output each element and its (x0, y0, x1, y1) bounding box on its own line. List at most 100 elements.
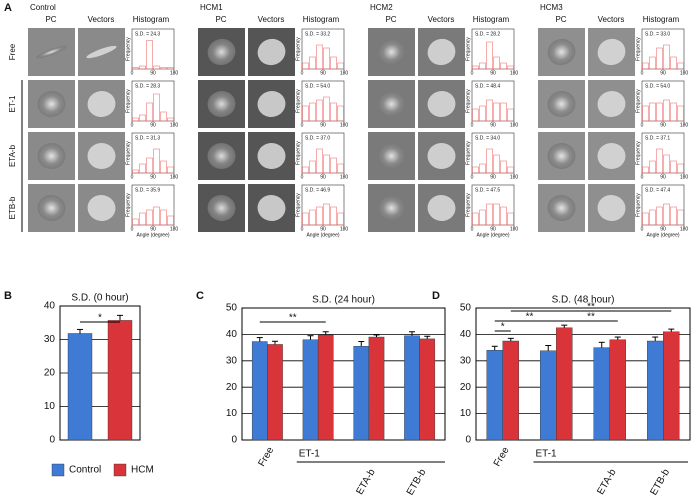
cell-shape (37, 90, 66, 118)
column-header: PC (555, 15, 566, 24)
cell-shape (427, 143, 456, 169)
hist-tick-label: 90 (150, 122, 156, 128)
cell-shape (207, 38, 236, 66)
histogram-bar (500, 62, 507, 70)
hist-tick-label: 180 (680, 70, 689, 76)
hist-tick-label: 0 (641, 70, 644, 76)
histogram-bar (146, 40, 153, 70)
histogram-bar (479, 62, 486, 70)
histogram-bar (153, 148, 160, 174)
histogram-frame (471, 132, 515, 174)
sd-label: S.D. = 28.2 (475, 31, 500, 37)
bar (556, 327, 573, 441)
histogram-bar (330, 157, 337, 174)
cell-shape (87, 194, 116, 222)
group-label: ET-1 (299, 449, 321, 460)
hist-tick-label: 90 (320, 174, 326, 180)
histogram-frame (131, 28, 175, 70)
histogram-bar (642, 105, 649, 122)
sd-label: S.D. = 33.2 (305, 31, 330, 37)
histogram-bar (663, 44, 670, 70)
hist-xlabel: Angle (degree) (306, 232, 339, 238)
histogram-bar (642, 62, 649, 70)
cell-shape (427, 194, 456, 222)
column-header: Histogram (643, 15, 680, 24)
cell-shape (87, 143, 116, 169)
column-header: Histogram (303, 15, 340, 24)
bar (593, 347, 610, 441)
error-bar (561, 324, 568, 328)
histogram-bar (677, 209, 684, 226)
group-title: HCM2 (370, 3, 393, 12)
histogram-bar (323, 154, 330, 174)
row-label: ETA-b (8, 144, 17, 167)
hist-tick-label: 180 (680, 226, 689, 232)
error-bar (614, 336, 621, 340)
histogram-bar (139, 212, 146, 226)
significance-label: ** (526, 312, 534, 323)
y-tick-label: 40 (44, 301, 56, 312)
histogram-bar (507, 166, 514, 174)
hist-tick-label: 90 (320, 122, 326, 128)
histogram-bar (309, 209, 316, 226)
histogram-bar (337, 212, 344, 226)
cell-shape (377, 194, 406, 222)
histogram-bar (507, 108, 514, 122)
hist-ylabel: Frequency (125, 37, 131, 61)
column-header: PC (385, 15, 396, 24)
hist-xlabel: Angle (degree) (646, 232, 679, 238)
significance-label: ** (289, 313, 297, 324)
cell-shape (207, 194, 236, 222)
histogram-bar (146, 102, 153, 122)
histogram-bar (472, 212, 479, 226)
histogram-bar (153, 93, 160, 122)
histogram-bar (323, 203, 330, 226)
group-title: HCM3 (540, 3, 563, 12)
histogram-bar (337, 62, 344, 70)
sd-label: S.D. = 28.3 (135, 83, 160, 89)
y-tick-label: 50 (460, 303, 472, 314)
histogram-bar (656, 102, 663, 122)
error-bar (598, 341, 605, 348)
histogram-bar (493, 203, 500, 226)
histogram-bar (153, 65, 160, 70)
histogram-bar (500, 102, 507, 122)
bar (67, 333, 93, 441)
hist-tick-label: 90 (660, 174, 666, 180)
histogram-bar (330, 102, 337, 122)
sd-label: S.D. = 54.0 (305, 83, 330, 89)
error-bar (491, 345, 498, 351)
x-tick-label: Free (256, 445, 276, 469)
histogram-bar (146, 209, 153, 226)
hist-tick-label: 90 (150, 226, 156, 232)
histogram-frame (471, 184, 515, 226)
histogram-bar (316, 44, 323, 70)
histogram-frame (641, 80, 685, 122)
error-bar (409, 331, 416, 336)
y-tick-label: 30 (226, 355, 238, 366)
group-label: ET-1 (536, 449, 558, 460)
hist-tick-label: 180 (170, 226, 179, 232)
hist-tick-label: 180 (680, 174, 689, 180)
y-tick-label: 20 (460, 382, 472, 393)
chart-title: S.D. (24 hour) (312, 295, 375, 306)
error-bar (668, 328, 675, 332)
cell-shape (597, 194, 626, 222)
histogram-bar (139, 65, 146, 70)
histogram-bar (486, 203, 493, 226)
bar (302, 339, 319, 441)
histogram-bar (493, 154, 500, 174)
bar (540, 350, 557, 441)
histogram-bar (479, 209, 486, 226)
hist-tick-label: 0 (301, 226, 304, 232)
bar (647, 340, 664, 441)
hist-tick-label: 90 (490, 122, 496, 128)
cell-shape (597, 143, 626, 169)
row-label: Free (8, 43, 17, 60)
histogram-bar (132, 67, 139, 70)
hist-tick-label: 0 (471, 226, 474, 232)
column-header: Vectors (258, 15, 285, 24)
hist-tick-label: 180 (170, 122, 179, 128)
hist-ylabel: Frequency (125, 141, 131, 165)
